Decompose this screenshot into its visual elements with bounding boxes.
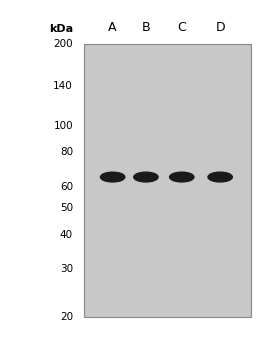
Ellipse shape — [100, 172, 125, 182]
Ellipse shape — [134, 172, 158, 182]
Text: C: C — [177, 21, 186, 34]
Text: 80: 80 — [60, 147, 73, 157]
Text: B: B — [142, 21, 150, 34]
Text: 20: 20 — [60, 312, 73, 322]
Text: 100: 100 — [53, 121, 73, 131]
Text: 200: 200 — [53, 39, 73, 49]
Text: A: A — [108, 21, 117, 34]
Text: 140: 140 — [53, 81, 73, 91]
Text: 60: 60 — [60, 182, 73, 191]
Text: 30: 30 — [60, 264, 73, 274]
Ellipse shape — [208, 172, 232, 182]
Text: kDa: kDa — [49, 24, 73, 34]
Bar — [84, 44, 251, 317]
Text: D: D — [215, 21, 225, 34]
Text: 50: 50 — [60, 203, 73, 213]
Text: 40: 40 — [60, 229, 73, 240]
Ellipse shape — [169, 172, 194, 182]
